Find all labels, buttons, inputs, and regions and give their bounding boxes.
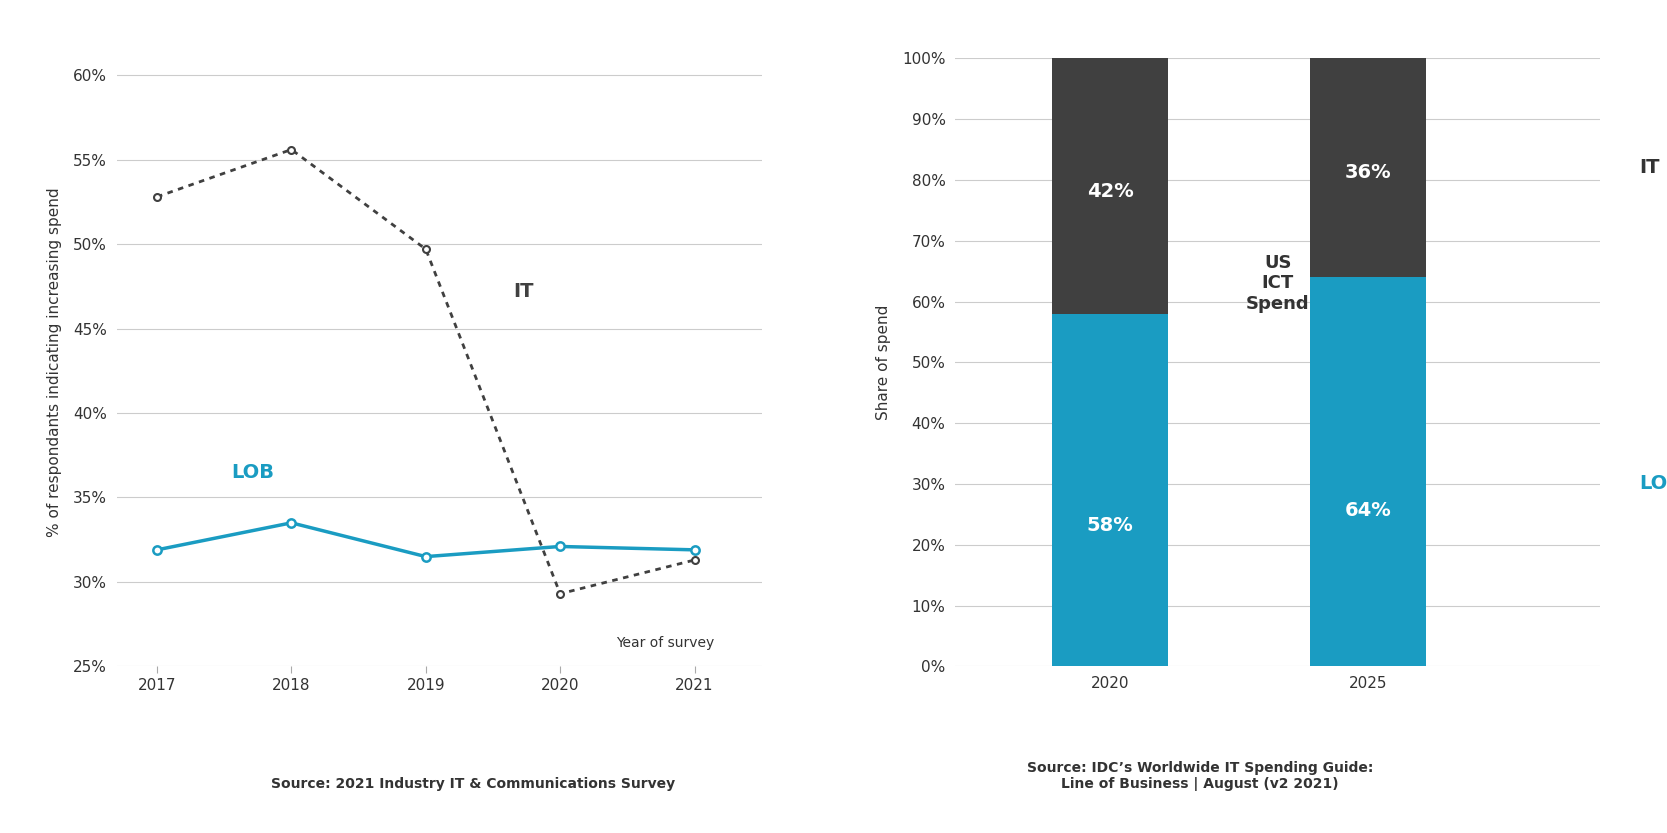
Text: Source: IDC’s Worldwide IT Spending Guide:
Line of Business | August (v2 2021): Source: IDC’s Worldwide IT Spending Guid… — [1027, 761, 1374, 791]
Y-axis label: % of respondants indicating increasing spend: % of respondants indicating increasing s… — [47, 187, 62, 537]
Text: 58%: 58% — [1087, 516, 1134, 535]
Bar — [1052, 58, 1169, 314]
Text: IT: IT — [1639, 158, 1660, 177]
Y-axis label: Share of spend: Share of spend — [875, 305, 890, 420]
Text: LOB: LOB — [232, 462, 273, 481]
Text: US
ICT
Spend: US ICT Spend — [1245, 253, 1310, 313]
Bar — [1310, 58, 1427, 277]
Text: 42%: 42% — [1087, 182, 1134, 201]
Text: IT: IT — [513, 282, 533, 301]
Text: Source: 2021 Industry IT & Communications Survey: Source: 2021 Industry IT & Communication… — [270, 777, 675, 791]
Text: Year of survey: Year of survey — [617, 636, 715, 650]
Text: LOB: LOB — [1639, 475, 1667, 493]
Text: 36%: 36% — [1345, 162, 1392, 182]
Bar — [1052, 314, 1169, 666]
Text: 64%: 64% — [1345, 501, 1392, 521]
Bar — [1310, 277, 1427, 666]
